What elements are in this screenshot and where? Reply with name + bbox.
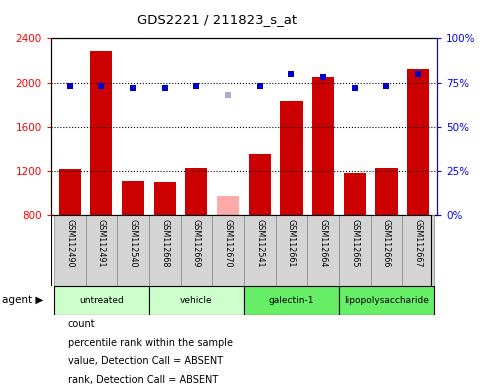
Text: GSM112668: GSM112668 — [160, 218, 169, 267]
Bar — [280, 101, 302, 215]
Text: GSM112667: GSM112667 — [413, 218, 423, 267]
Text: GSM112490: GSM112490 — [65, 218, 74, 267]
Text: GSM112541: GSM112541 — [255, 218, 264, 267]
Bar — [181, 215, 212, 286]
Bar — [370, 215, 402, 286]
Text: count: count — [68, 319, 95, 329]
Text: GSM112540: GSM112540 — [128, 218, 138, 267]
Bar — [54, 215, 85, 286]
Bar — [58, 169, 81, 215]
Bar — [244, 215, 276, 286]
Bar — [307, 215, 339, 286]
Bar — [339, 215, 370, 286]
Bar — [149, 286, 244, 315]
Text: GSM112669: GSM112669 — [192, 218, 201, 267]
Bar — [90, 51, 113, 215]
Bar — [122, 181, 144, 215]
Text: galectin-1: galectin-1 — [269, 296, 314, 305]
Text: rank, Detection Call = ABSENT: rank, Detection Call = ABSENT — [68, 375, 218, 384]
Text: GSM112665: GSM112665 — [350, 218, 359, 267]
Bar — [312, 77, 334, 215]
Text: lipopolysaccharide: lipopolysaccharide — [344, 296, 429, 305]
Bar — [375, 167, 398, 215]
Text: GSM112666: GSM112666 — [382, 218, 391, 267]
Bar — [344, 173, 366, 215]
Bar — [212, 215, 244, 286]
Bar — [217, 196, 239, 215]
Text: percentile rank within the sample: percentile rank within the sample — [68, 338, 233, 348]
Text: GSM112664: GSM112664 — [319, 218, 327, 267]
Text: GSM112491: GSM112491 — [97, 218, 106, 267]
Bar — [54, 286, 149, 315]
Bar — [276, 215, 307, 286]
Text: untreated: untreated — [79, 296, 124, 305]
Bar — [402, 215, 434, 286]
Text: GSM112661: GSM112661 — [287, 218, 296, 267]
Bar — [244, 286, 339, 315]
Text: GDS2221 / 211823_s_at: GDS2221 / 211823_s_at — [137, 13, 298, 26]
Text: vehicle: vehicle — [180, 296, 213, 305]
Text: value, Detection Call = ABSENT: value, Detection Call = ABSENT — [68, 356, 223, 366]
Text: GSM112670: GSM112670 — [224, 218, 233, 267]
Bar — [117, 215, 149, 286]
Bar — [185, 167, 208, 215]
Bar — [249, 154, 271, 215]
Bar — [407, 70, 429, 215]
Bar — [339, 286, 434, 315]
Bar — [149, 215, 181, 286]
Bar — [85, 215, 117, 286]
Text: agent ▶: agent ▶ — [2, 295, 44, 306]
Bar — [154, 182, 176, 215]
